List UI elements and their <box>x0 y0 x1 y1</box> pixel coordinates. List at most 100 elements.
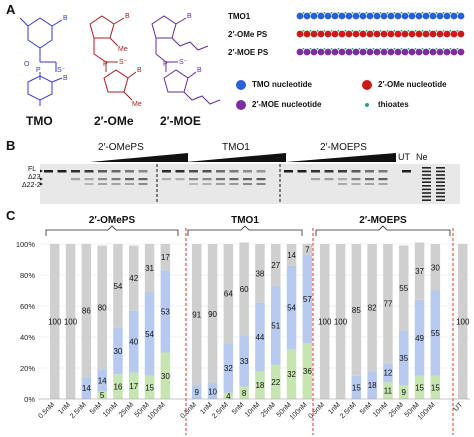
gel-band-d23 <box>378 178 388 181</box>
data-label: 22 <box>271 378 280 387</box>
oligo-nucleotide <box>324 48 332 56</box>
ome-structure <box>89 15 137 101</box>
data-label: 37 <box>415 267 424 276</box>
gel-band-d2223 <box>202 183 212 185</box>
oligo-thioate <box>344 47 347 50</box>
oligo-nucleotide <box>422 12 430 20</box>
oligo-nucleotide <box>443 12 451 20</box>
bar-segment-full-length <box>302 244 313 255</box>
oligo-thioate <box>337 47 340 50</box>
gel-band-fl <box>365 170 374 173</box>
oligo-thioate <box>393 11 396 14</box>
legend-tmo-label: TMO nucleotide <box>252 80 312 89</box>
gel-group-label-tmo: TMO1 <box>222 142 250 153</box>
data-label: 80 <box>98 304 107 313</box>
oligo-thioate <box>421 47 424 50</box>
oligo-nucleotide <box>415 12 423 20</box>
bar-segment-full-length <box>414 242 425 300</box>
bar-segment-full-length <box>255 244 265 303</box>
bar-segment-d22-23 <box>239 386 249 399</box>
gel-band-d23 <box>216 178 225 181</box>
chemical-structures: B P S⁻ O B B Me P S⁻ B Me <box>19 13 221 108</box>
gel-band-d2223 <box>365 183 374 185</box>
oligo-thioate <box>372 47 375 50</box>
gel-band-d23 <box>162 178 171 181</box>
oligo-nucleotide <box>401 30 409 38</box>
gel-band-label-fl: FL <box>28 166 37 173</box>
gel-band-d23 <box>243 178 252 181</box>
oligo-thioate <box>386 29 389 32</box>
gel-band-d23 <box>365 178 374 181</box>
oligo-nucleotide <box>443 30 451 38</box>
gel-ladder-band <box>422 192 431 194</box>
oligo-thioate <box>421 11 424 14</box>
oligo-thioate <box>414 11 417 14</box>
data-label: 38 <box>255 269 264 278</box>
bar-segment-full-length <box>271 244 281 286</box>
oligo-nucleotide <box>429 12 437 20</box>
moe-base-label-2: B <box>197 67 202 74</box>
data-label: 90 <box>208 310 217 319</box>
oligo-name-tmo1: TMO1 <box>228 12 251 21</box>
bar-segment-full-length <box>351 244 362 376</box>
data-label: 30 <box>113 347 122 356</box>
oligo-nucleotide <box>457 12 465 20</box>
moe-base-label: B <box>187 13 192 20</box>
gel-band-d23 <box>256 178 266 181</box>
moe-structure <box>151 15 221 105</box>
panel-label-b: B <box>6 138 16 153</box>
x-tick-label: 25nM <box>388 401 405 418</box>
legend-thioate-dot <box>365 103 369 107</box>
x-tick-label: 25nM <box>118 401 135 418</box>
oligo-thioate <box>372 29 375 32</box>
oligo-nucleotide <box>366 12 374 20</box>
bar-segment-d22-23 <box>255 371 265 399</box>
gel-concentration-triangle <box>90 153 188 162</box>
tmo-structure <box>19 17 63 106</box>
y-tick-label: 60% <box>20 302 35 311</box>
oligo-nucleotide <box>296 30 304 38</box>
gel-band-d2223 <box>125 183 134 185</box>
legend-thioate-label: thioates <box>378 100 409 109</box>
oligo-nucleotide <box>345 30 353 38</box>
gel-band-fl <box>284 170 293 173</box>
data-label: 49 <box>415 334 424 343</box>
oligo-nucleotide <box>366 30 374 38</box>
data-label: 7 <box>305 245 310 254</box>
data-label: 32 <box>224 364 233 373</box>
x-tick-label: 10nM <box>244 401 261 418</box>
oligo-nucleotide <box>429 48 437 56</box>
bar-segment-d23 <box>383 363 393 382</box>
oligo-nucleotide <box>317 30 325 38</box>
gel-band-d23 <box>98 178 107 181</box>
bar-segment-d22-23 <box>302 343 313 399</box>
x-tick-label: 25nM <box>260 401 277 418</box>
oligo-thioate <box>351 11 354 14</box>
bar-segment-d22-23 <box>144 375 155 399</box>
gel-band-arrow <box>40 177 43 181</box>
oligo-thioate <box>358 47 361 50</box>
oligo-thioate <box>309 11 312 14</box>
gel-concentration-triangle <box>186 153 286 162</box>
data-label: 100 <box>318 318 332 327</box>
y-tick-label: 40% <box>20 333 35 342</box>
gel-ladder-band <box>436 167 445 169</box>
oligo-thioate <box>316 29 319 32</box>
oligo-nucleotide <box>345 12 353 20</box>
gel-ladder-band <box>422 174 431 176</box>
oligo-thioate <box>435 11 438 14</box>
x-tick-label: 0.5nM <box>37 401 56 420</box>
bar-segment-d22-23 <box>414 375 425 399</box>
oligo-nucleotide <box>436 30 444 38</box>
data-label: 15 <box>145 383 154 392</box>
gel-ladder-band <box>436 192 445 194</box>
bar-segment-d22-23 <box>383 381 393 399</box>
data-label: 54 <box>145 330 154 339</box>
bar-segment-d22-23 <box>271 364 281 399</box>
oligo-nucleotide <box>331 48 339 56</box>
y-tick-label: 0% <box>24 395 35 404</box>
oligo-nucleotide <box>450 12 458 20</box>
x-tick-label: 10nM <box>102 401 119 418</box>
data-label: 57 <box>303 295 312 304</box>
oligo-nucleotide <box>436 12 444 20</box>
